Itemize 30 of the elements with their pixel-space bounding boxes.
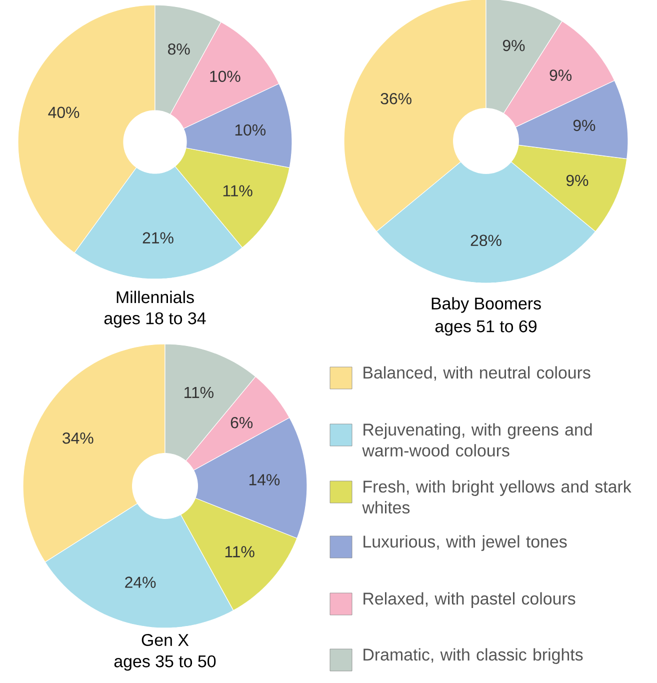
data-label: 9%	[573, 120, 596, 132]
data-label: 9%	[566, 174, 588, 186]
data-label: 11%	[225, 546, 254, 558]
legend-label: Balanced, with neutral colours	[364, 366, 590, 381]
data-label: 8%	[168, 43, 190, 55]
legend-label: Relaxed, with pastel colours	[364, 592, 576, 608]
legend-label: Dramatic, with classic brights	[364, 648, 583, 664]
data-label: 36%	[380, 93, 412, 104]
data-label: 34%	[62, 432, 94, 444]
text: ages 35 to 50	[114, 655, 216, 671]
legend-label: Fresh, with bright yellows and stark whites	[362, 480, 632, 514]
data-label: 11%	[184, 386, 214, 398]
legend-label: Rejuvenating, with greens and warm-wood colours	[362, 423, 592, 457]
text: Gen X	[142, 634, 189, 646]
text: Millennials	[116, 290, 194, 304]
data-label: 24%	[125, 576, 156, 588]
data-label: 14%	[249, 474, 280, 486]
text: ages 18 to 34	[104, 312, 206, 328]
legend-label: Luxurious, with jewel tones	[364, 535, 567, 551]
data-label: 28%	[470, 234, 502, 246]
text: ages 51 to 69	[435, 320, 537, 336]
data-label: 40%	[48, 106, 80, 118]
data-label: 10%	[235, 124, 266, 136]
data-label: 21%	[142, 232, 174, 244]
data-label: 9%	[502, 40, 525, 52]
data-label: 11%	[223, 185, 252, 196]
data-label: 9%	[550, 70, 572, 81]
text: Baby Boomers	[432, 297, 541, 313]
data-label: 10%	[210, 70, 240, 82]
data-label: 6%	[230, 416, 253, 428]
